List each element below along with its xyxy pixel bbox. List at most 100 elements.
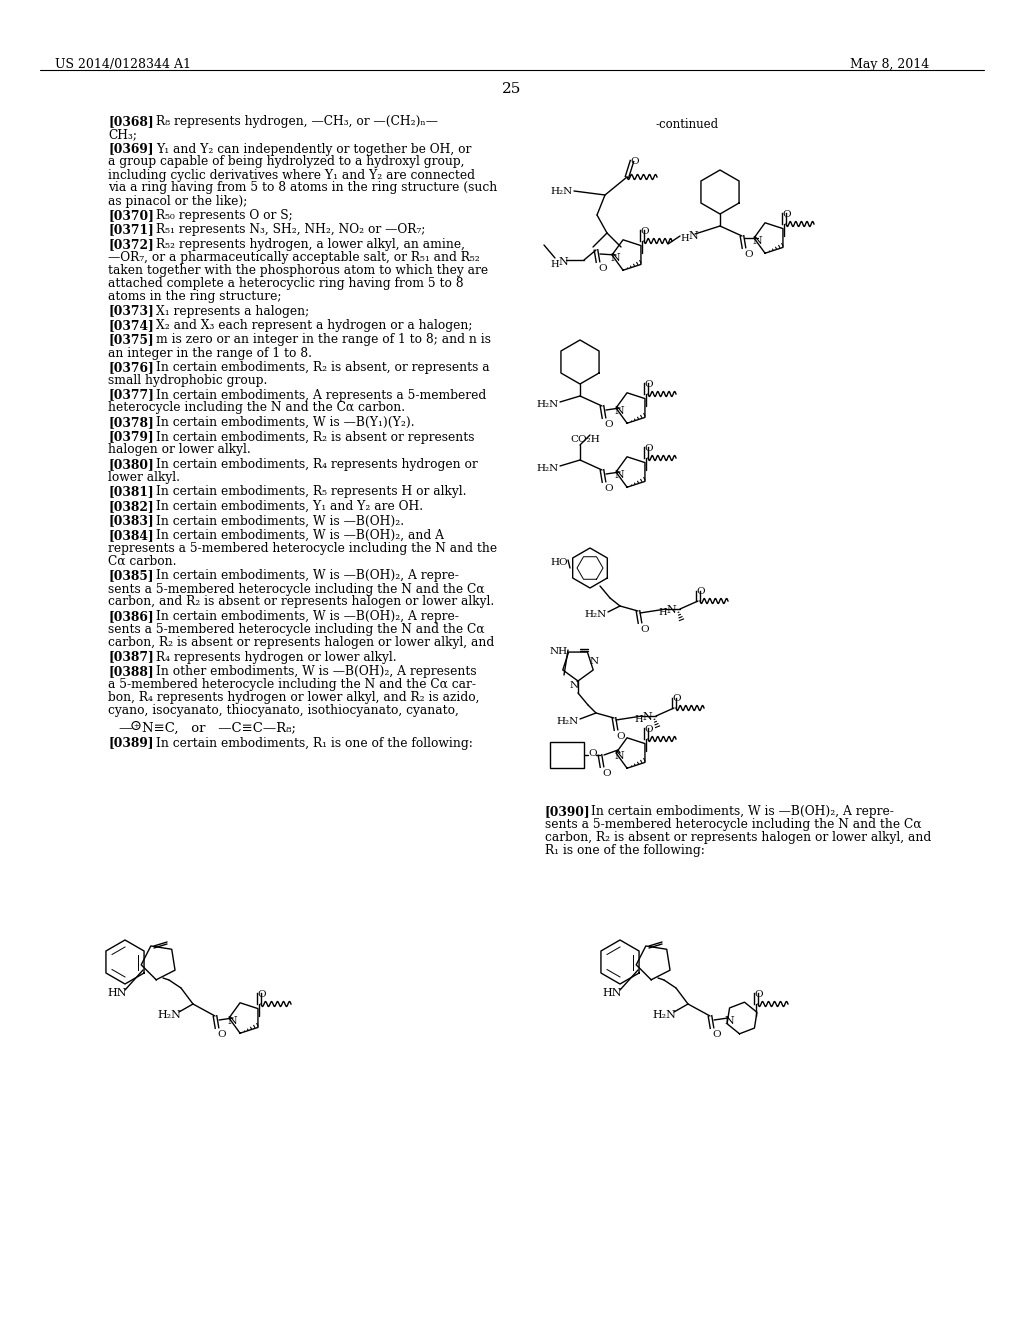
Text: R₁ is one of the following:: R₁ is one of the following: — [545, 843, 705, 857]
Text: O: O — [644, 444, 652, 453]
Text: [0368]: [0368] — [108, 115, 154, 128]
Text: [0388]: [0388] — [108, 665, 154, 678]
Text: H₂N: H₂N — [556, 717, 579, 726]
Text: O: O — [672, 694, 681, 704]
Text: N: N — [558, 257, 567, 267]
Text: N: N — [590, 657, 599, 667]
Text: H₂N: H₂N — [536, 400, 558, 409]
Text: H₂N: H₂N — [157, 1010, 181, 1020]
Text: H₂N: H₂N — [652, 1010, 676, 1020]
Text: In certain embodiments, R₄ represents hydrogen or: In certain embodiments, R₄ represents hy… — [156, 458, 478, 471]
Text: [0369]: [0369] — [108, 143, 154, 156]
Text: [0385]: [0385] — [108, 569, 154, 582]
Text: In certain embodiments, W is —B(OH)₂.: In certain embodiments, W is —B(OH)₂. — [156, 515, 404, 528]
Text: O: O — [598, 264, 606, 273]
Text: [0370]: [0370] — [108, 209, 154, 222]
Text: In certain embodiments, R₁ is one of the following:: In certain embodiments, R₁ is one of the… — [156, 737, 473, 750]
Text: [0387]: [0387] — [108, 651, 154, 664]
Text: [0381]: [0381] — [108, 486, 154, 499]
Text: H₂N: H₂N — [584, 610, 606, 619]
Text: H₂N: H₂N — [550, 187, 572, 195]
Text: N: N — [614, 407, 624, 416]
Text: In certain embodiments, W is —B(OH)₂, and A: In certain embodiments, W is —B(OH)₂, an… — [156, 529, 444, 543]
Text: Cα carbon.: Cα carbon. — [108, 554, 176, 568]
Text: m is zero or an integer in the range of 1 to 8; and n is: m is zero or an integer in the range of … — [156, 334, 490, 346]
Text: In certain embodiments, W is —B(Y₁)(Y₂).: In certain embodiments, W is —B(Y₁)(Y₂). — [156, 416, 415, 429]
Text: O: O — [696, 587, 705, 597]
Text: carbon, R₂ is absent or represents halogen or lower alkyl, and: carbon, R₂ is absent or represents halog… — [545, 832, 931, 843]
Text: O: O — [644, 725, 652, 734]
Text: R₅₁ represents N₃, SH₂, NH₂, NO₂ or —OR₇;: R₅₁ represents N₃, SH₂, NH₂, NO₂ or —OR₇… — [156, 223, 425, 236]
Text: N: N — [614, 751, 624, 762]
Text: [0371]: [0371] — [108, 223, 154, 236]
Text: H: H — [634, 715, 643, 723]
Text: O: O — [754, 990, 763, 999]
Text: N≡C,   or   —C≡C—R₈;: N≡C, or —C≡C—R₈; — [142, 722, 296, 734]
FancyBboxPatch shape — [550, 742, 584, 768]
Text: In certain embodiments, A represents a 5-membered: In certain embodiments, A represents a 5… — [156, 388, 486, 401]
Text: N: N — [666, 605, 676, 615]
Text: N: N — [688, 231, 697, 242]
Text: N: N — [610, 253, 620, 263]
Text: HN: HN — [602, 987, 622, 998]
Text: R₄ represents hydrogen or lower alkyl.: R₄ represents hydrogen or lower alkyl. — [156, 651, 396, 664]
Text: In certain embodiments, W is —B(OH)₂, A repre-: In certain embodiments, W is —B(OH)₂, A … — [156, 610, 459, 623]
Text: Y₁ and Y₂ can independently or together be OH, or: Y₁ and Y₂ can independently or together … — [156, 143, 471, 156]
Text: [0379]: [0379] — [108, 430, 154, 444]
Text: O: O — [602, 770, 610, 777]
Text: taken together with the phosphorous atom to which they are: taken together with the phosphorous atom… — [108, 264, 488, 277]
Text: [0375]: [0375] — [108, 334, 154, 346]
Text: R₅₀ represents O or S;: R₅₀ represents O or S; — [156, 209, 293, 222]
Text: via a ring having from 5 to 8 atoms in the ring structure (such: via a ring having from 5 to 8 atoms in t… — [108, 181, 498, 194]
Text: N: N — [614, 470, 624, 480]
Text: O: O — [744, 249, 753, 259]
Text: [0373]: [0373] — [108, 305, 154, 318]
Text: O: O — [616, 733, 625, 741]
Text: [0389]: [0389] — [108, 737, 154, 750]
Text: an integer in the range of 1 to 8.: an integer in the range of 1 to 8. — [108, 346, 312, 359]
Text: [0380]: [0380] — [108, 458, 154, 471]
Text: -continued: -continued — [655, 117, 718, 131]
Text: [0390]: [0390] — [545, 805, 591, 818]
Text: N: N — [642, 711, 651, 722]
Text: O: O — [640, 227, 648, 236]
Text: —OR₇, or a pharmaceutically acceptable salt, or R₅₁ and R₅₂: —OR₇, or a pharmaceutically acceptable s… — [108, 251, 480, 264]
Text: [0377]: [0377] — [108, 388, 154, 401]
Text: [0372]: [0372] — [108, 238, 154, 251]
Text: N: N — [570, 681, 580, 690]
Text: attached complete a heterocyclic ring having from 5 to 8: attached complete a heterocyclic ring ha… — [108, 277, 464, 290]
Text: —: — — [118, 722, 132, 735]
Text: including cyclic derivatives where Y₁ and Y₂ are connected: including cyclic derivatives where Y₁ an… — [108, 169, 475, 181]
Text: NH: NH — [550, 647, 568, 656]
Text: O: O — [644, 380, 652, 389]
Text: halogen or lower alkyl.: halogen or lower alkyl. — [108, 444, 251, 457]
Text: R₅₂ represents hydrogen, a lower alkyl, an amine,: R₅₂ represents hydrogen, a lower alkyl, … — [156, 238, 465, 251]
Text: N: N — [227, 1016, 237, 1026]
Text: [0378]: [0378] — [108, 416, 154, 429]
Text: [0383]: [0383] — [108, 515, 154, 528]
Text: sents a 5-membered heterocycle including the N and the Cα: sents a 5-membered heterocycle including… — [108, 582, 484, 595]
Text: In certain embodiments, W is —B(OH)₂, A repre-: In certain embodiments, W is —B(OH)₂, A … — [591, 805, 894, 818]
Text: as pinacol or the like);: as pinacol or the like); — [108, 194, 248, 207]
Text: O: O — [257, 990, 265, 999]
Text: H₂N: H₂N — [536, 465, 558, 473]
Text: O: O — [640, 624, 648, 634]
Text: 25: 25 — [503, 82, 521, 96]
Text: In certain embodiments, R₅ represents H or alkyl.: In certain embodiments, R₅ represents H … — [156, 486, 467, 499]
Text: heterocycle including the N and the Cα carbon.: heterocycle including the N and the Cα c… — [108, 401, 406, 414]
Text: carbon, and R₂ is absent or represents halogen or lower alkyl.: carbon, and R₂ is absent or represents h… — [108, 595, 495, 609]
Text: O: O — [604, 420, 612, 429]
Text: cyano, isocyanato, thiocyanato, isothiocyanato, cyanato,: cyano, isocyanato, thiocyanato, isothioc… — [108, 704, 459, 717]
Text: carbon, R₂ is absent or represents halogen or lower alkyl, and: carbon, R₂ is absent or represents halog… — [108, 636, 495, 649]
Text: US 2014/0128344 A1: US 2014/0128344 A1 — [55, 58, 191, 71]
Text: O: O — [604, 484, 612, 492]
Text: In certain embodiments, W is —B(OH)₂, A repre-: In certain embodiments, W is —B(OH)₂, A … — [156, 569, 459, 582]
Text: CH₃;: CH₃; — [108, 128, 137, 141]
Text: R₈ represents hydrogen, —CH₃, or —(CH₂)ₙ—: R₈ represents hydrogen, —CH₃, or —(CH₂)ₙ… — [156, 115, 438, 128]
Text: May 8, 2014: May 8, 2014 — [850, 58, 929, 71]
Text: X₂ and X₃ each represent a hydrogen or a halogen;: X₂ and X₃ each represent a hydrogen or a… — [156, 319, 472, 333]
Text: a group capable of being hydrolyzed to a hydroxyl group,: a group capable of being hydrolyzed to a… — [108, 156, 465, 169]
Text: H: H — [550, 260, 559, 269]
Text: HN: HN — [106, 987, 127, 998]
Text: [0374]: [0374] — [108, 319, 154, 333]
